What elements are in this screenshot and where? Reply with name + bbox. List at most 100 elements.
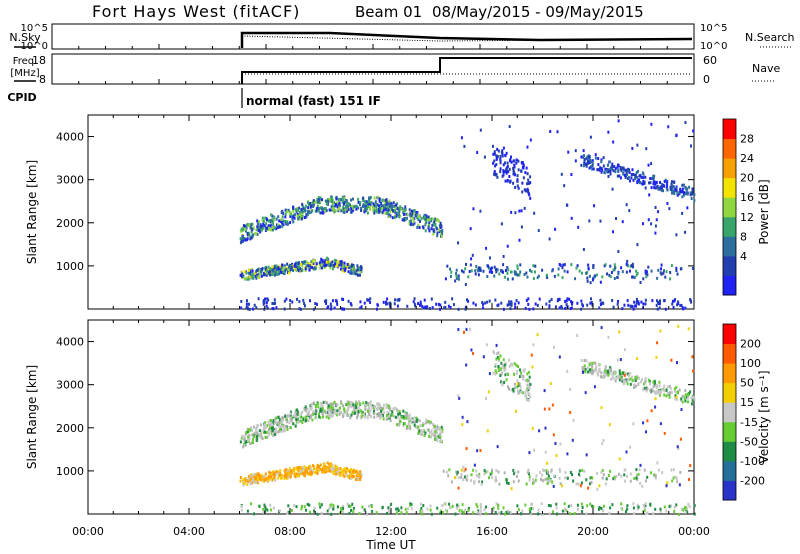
velocity-echo (429, 435, 432, 439)
velocity-echo (618, 369, 621, 373)
velocity-echo (355, 477, 358, 481)
velocity-echo (654, 507, 657, 511)
velocity-echo (242, 481, 245, 485)
power-echo (343, 210, 346, 214)
velocity-echo (642, 503, 645, 507)
velocity-echo (569, 410, 572, 414)
velocity-echo (342, 412, 345, 416)
velocity-echo (247, 479, 250, 483)
velocity-echo (545, 471, 548, 475)
velocity-echo (383, 410, 386, 414)
power-colorbar-tick: 12 (740, 211, 754, 224)
power-echo (517, 168, 520, 172)
velocity-echo (331, 406, 334, 410)
velocity-echo (439, 431, 442, 435)
power-echo (245, 271, 248, 275)
velocity-echo (269, 503, 272, 507)
velocity-echo (272, 506, 275, 510)
power-echo (398, 215, 401, 219)
power-echo (263, 273, 266, 277)
power-echo (639, 174, 642, 178)
velocity-echo (316, 463, 319, 467)
power-echo (352, 271, 355, 275)
power-echo (651, 299, 654, 303)
velocity-echo (331, 411, 334, 415)
nsearch-tick-bottom: 10^0 (700, 41, 727, 52)
velocity-echo (397, 410, 400, 414)
power-echo (671, 302, 674, 306)
power-echo (441, 229, 444, 233)
power-echo (434, 217, 437, 221)
power-echo (492, 161, 495, 165)
power-echo (415, 212, 418, 216)
power-echo (367, 202, 370, 206)
velocity-echo (328, 462, 331, 466)
velocity-echo (639, 463, 642, 467)
velocity-echo (294, 410, 297, 414)
velocity-echo (458, 396, 461, 400)
velocity-echo (240, 508, 243, 512)
power-echo (416, 225, 419, 229)
velocity-echo (386, 411, 389, 415)
power-echo (270, 213, 273, 217)
velocity-echo (675, 476, 678, 480)
power-echo (378, 209, 381, 213)
velocity-echo (350, 413, 353, 417)
power-echo (307, 206, 310, 210)
power-echo (365, 208, 368, 212)
velocity-echo (489, 472, 492, 476)
velocity-echo (655, 476, 658, 480)
velocity-echo (373, 409, 376, 413)
power-echo (609, 275, 612, 279)
power-echo (254, 274, 257, 278)
velocity-echo (607, 474, 610, 478)
velocity-echo (247, 474, 250, 478)
power-echo (382, 300, 385, 304)
velocity-echo (326, 509, 329, 513)
power-echo (649, 181, 652, 185)
velocity-echo (346, 409, 349, 413)
power-echo (675, 133, 678, 137)
velocity-echo (656, 461, 659, 465)
velocity-echo (376, 402, 379, 406)
power-echo (616, 302, 619, 306)
velocity-echo (245, 439, 248, 443)
velocity-echo (451, 504, 454, 508)
velocity-echo (258, 474, 261, 478)
power-echo (499, 161, 502, 165)
velocity-echo (433, 424, 436, 428)
velocity-echo (550, 470, 553, 474)
velocity-echo (358, 473, 361, 477)
power-echo (320, 266, 323, 270)
velocity-echo (538, 429, 541, 433)
power-echo (640, 175, 643, 179)
velocity-echo (457, 476, 460, 480)
velocity-echo (512, 389, 515, 393)
velocity-echo (309, 510, 312, 514)
power-echo (396, 211, 399, 215)
velocity-echo (527, 379, 530, 383)
power-echo (337, 260, 340, 264)
power-echo (366, 205, 369, 209)
velocity-echo (278, 418, 281, 422)
power-echo (305, 213, 308, 217)
velocity-echo (614, 379, 617, 383)
power-echo (601, 168, 604, 172)
velocity-echo (609, 366, 612, 370)
velocity-echo (339, 400, 342, 404)
velocity-echo (531, 506, 534, 510)
power-echo (634, 304, 637, 308)
velocity-echo (286, 511, 289, 515)
power-echo (305, 204, 308, 208)
power-echo (622, 172, 625, 176)
power-echo (593, 204, 596, 208)
velocity-echo (624, 372, 627, 376)
velocity-echo (334, 464, 337, 468)
power-colorbar-label: Power [dB] (757, 179, 771, 244)
power-echo (384, 211, 387, 215)
velocity-echo (659, 329, 662, 333)
xaxis-label: Time UT (365, 538, 416, 552)
velocity-echo (324, 467, 327, 471)
power-echo (331, 299, 334, 303)
power-echo (665, 181, 668, 185)
